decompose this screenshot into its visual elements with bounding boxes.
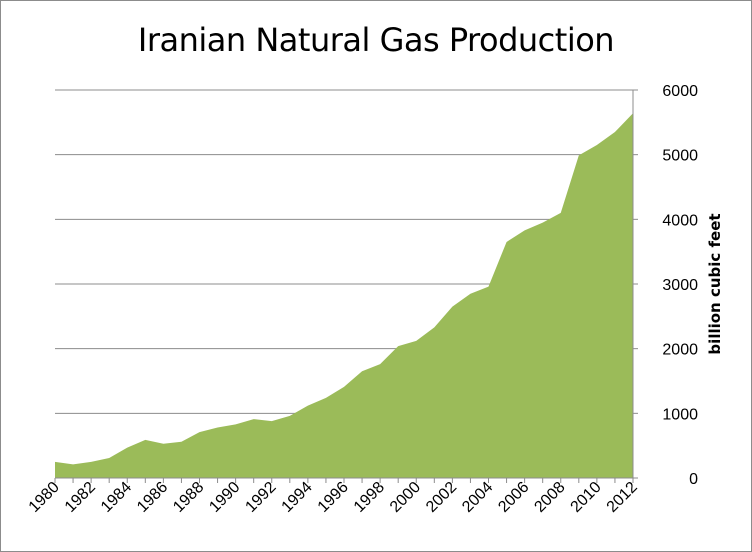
x-tick-label: 1990 <box>206 479 243 516</box>
area-series <box>55 113 633 478</box>
x-tick-label: 2012 <box>604 479 641 516</box>
x-tick-label: 1988 <box>170 479 207 516</box>
x-tick-label: 2006 <box>495 479 532 516</box>
x-tick-label: 1982 <box>62 479 99 516</box>
y-axis-title: billion cubic feet <box>706 213 724 354</box>
y-tick-label: 0 <box>689 471 698 488</box>
x-tick-label: 2000 <box>387 479 424 516</box>
x-tick-label: 1984 <box>98 479 135 516</box>
x-tick-label: 1992 <box>242 479 279 516</box>
y-tick-label: 1000 <box>662 406 698 423</box>
x-tick-label: 1998 <box>351 479 388 516</box>
y-tick-label: 3000 <box>662 277 698 294</box>
y-tick-label: 6000 <box>662 83 698 100</box>
x-tick-label: 1980 <box>26 479 63 516</box>
chart-title: Iranian Natural Gas Production <box>137 21 615 59</box>
y-tick-label: 2000 <box>662 342 698 359</box>
x-tick-label: 2002 <box>423 479 460 516</box>
x-tick-label: 2010 <box>568 479 605 516</box>
x-tick-label: 2008 <box>531 479 568 516</box>
x-tick-label: 1986 <box>134 479 171 516</box>
x-tick-label: 1994 <box>279 479 316 516</box>
x-tick-label: 1996 <box>315 479 352 516</box>
y-tick-label: 4000 <box>662 212 698 229</box>
x-tick-label: 2004 <box>459 479 496 516</box>
y-tick-label: 5000 <box>662 148 698 165</box>
